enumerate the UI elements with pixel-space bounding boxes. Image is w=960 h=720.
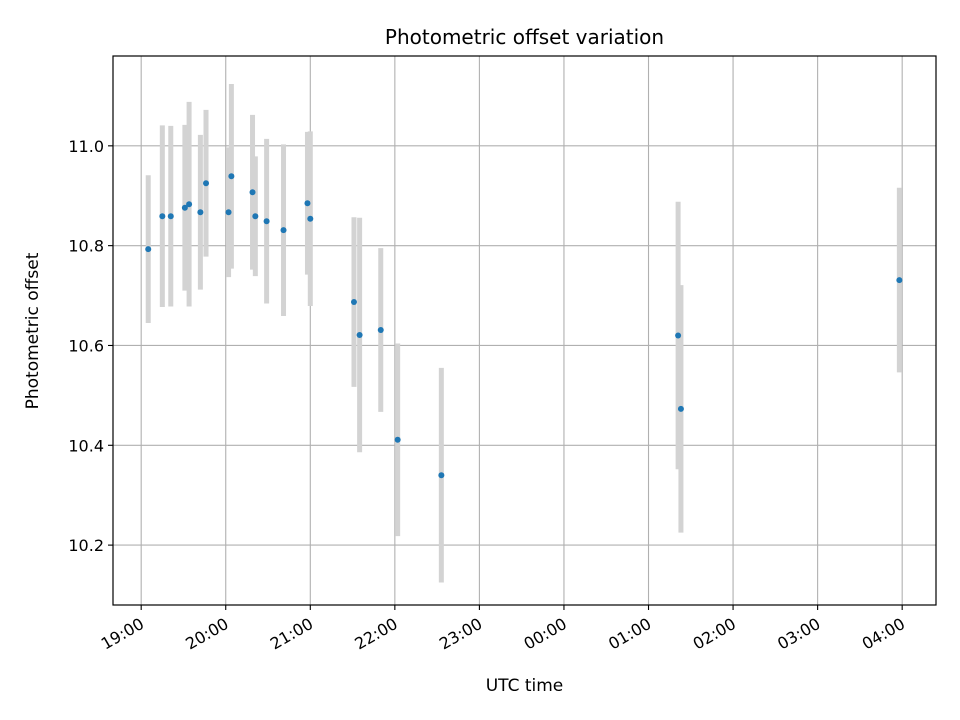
- data-point: [225, 209, 232, 216]
- data-point: [252, 213, 259, 220]
- y-tick-label: 10.6: [68, 336, 104, 355]
- grid: [113, 56, 936, 605]
- data-point: [677, 405, 684, 412]
- y-tick-label: 10.2: [68, 536, 104, 555]
- plot-frame: [112, 55, 937, 606]
- data-point: [896, 277, 903, 284]
- data-point: [249, 189, 256, 196]
- data-point: [377, 327, 384, 334]
- data-point: [159, 213, 166, 220]
- data-point: [181, 204, 188, 211]
- data-point: [145, 246, 152, 253]
- data-point: [197, 209, 204, 216]
- y-tick-label: 10.8: [68, 237, 104, 256]
- data-point: [203, 180, 210, 187]
- data-point: [394, 436, 401, 443]
- data-point: [307, 215, 314, 222]
- data-points: [145, 173, 903, 479]
- y-axis-ticks: 10.2 10.4 10.6 10.8 11.0: [68, 137, 113, 555]
- data-point: [675, 332, 682, 339]
- data-point: [350, 299, 357, 306]
- y-tick-label: 11.0: [68, 137, 104, 156]
- data-point: [304, 200, 311, 207]
- y-axis-label: Photometric offset: [23, 252, 43, 409]
- y-tick-label: 10.4: [68, 436, 104, 455]
- data-point: [167, 213, 174, 220]
- data-point: [263, 218, 270, 225]
- chart-title: Photometric offset variation: [385, 25, 664, 49]
- data-point: [186, 201, 193, 208]
- data-point: [280, 227, 287, 234]
- data-point: [356, 331, 363, 338]
- x-axis-label: UTC time: [486, 676, 564, 696]
- data-point: [228, 173, 235, 180]
- data-point: [438, 472, 445, 479]
